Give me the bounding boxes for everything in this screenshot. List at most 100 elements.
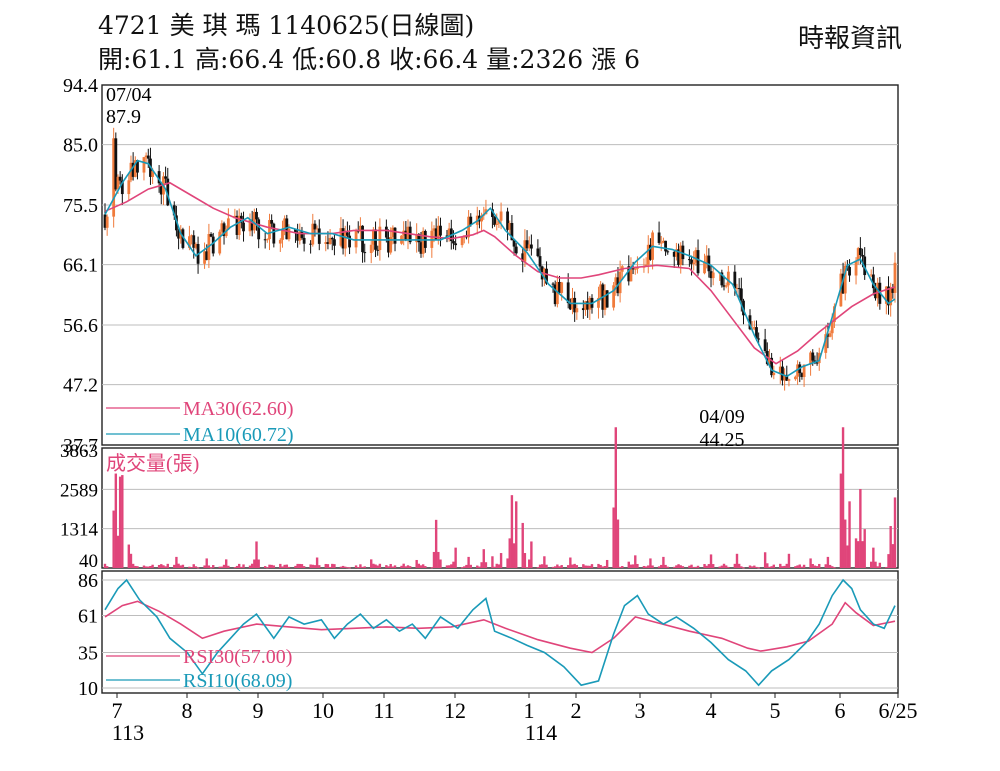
volume-bar — [575, 565, 579, 568]
price-tick-label: 85.0 — [63, 135, 98, 157]
volume-bar — [136, 566, 139, 568]
candle-body — [809, 352, 812, 365]
candle-body — [263, 239, 267, 241]
volume-bar — [121, 475, 124, 568]
rsi-tick-label: 10 — [78, 678, 98, 700]
volume-bar — [735, 553, 739, 568]
candle-body — [631, 268, 635, 270]
candle-body — [480, 215, 484, 222]
low-value-label: 44.25 — [700, 429, 745, 451]
volume-bar — [190, 567, 193, 569]
volume-bar — [281, 566, 284, 568]
volume-bar — [478, 566, 481, 568]
volume-bar — [406, 565, 410, 568]
candle-body — [687, 259, 691, 261]
volume-bar — [675, 565, 678, 568]
volume-bar — [753, 565, 756, 568]
volume-bar — [525, 567, 529, 569]
candle-body — [861, 254, 864, 257]
candle-body — [748, 315, 752, 330]
volume-bar — [404, 566, 408, 568]
volume-bar — [666, 566, 669, 568]
volume-bar — [566, 565, 570, 568]
candle-body — [255, 211, 258, 220]
candle-body — [348, 235, 351, 248]
volume-bar — [222, 564, 226, 568]
volume-bar — [720, 565, 724, 568]
x-month-label: 6/25 — [878, 698, 917, 723]
volume-bar — [651, 565, 654, 568]
candle-body — [330, 237, 334, 240]
candle-body — [313, 223, 317, 230]
volume-bar — [783, 565, 786, 568]
candle-body — [696, 250, 700, 274]
candle-body — [848, 266, 851, 276]
volume-bar — [179, 565, 182, 568]
volume-bar — [857, 541, 860, 568]
volume-bar — [387, 566, 390, 568]
volume-bar — [328, 566, 332, 568]
volume-bar — [144, 566, 148, 568]
candle-body — [739, 288, 743, 301]
candle-body — [146, 155, 150, 159]
candle-body — [889, 288, 893, 306]
volume-bar — [255, 541, 258, 568]
candle-body — [677, 249, 680, 265]
candle-body — [493, 217, 496, 225]
candle-body — [363, 252, 367, 254]
volume-bar — [709, 554, 713, 568]
candle-body — [646, 244, 650, 265]
candle-body — [672, 251, 676, 257]
candle-body — [614, 277, 618, 286]
candle-body — [300, 231, 304, 238]
volume-bar — [391, 566, 395, 568]
volume-bar — [331, 563, 334, 568]
volume-bar — [296, 563, 299, 568]
volume-bar — [694, 566, 698, 568]
candle-body — [856, 248, 860, 261]
low-date-label: 04/09 — [699, 406, 745, 428]
volume-bar — [815, 566, 819, 568]
volume-bar — [766, 563, 769, 568]
candle-body — [157, 171, 161, 184]
volume-bar — [597, 563, 600, 568]
candle-body — [737, 288, 741, 290]
volume-bar — [300, 564, 304, 568]
volume-bar — [266, 567, 269, 569]
volume-bar — [889, 526, 892, 568]
volume-bar — [205, 558, 208, 568]
volume-bar — [272, 565, 276, 568]
volume-bar — [112, 510, 115, 568]
candle-body — [553, 284, 557, 305]
volume-bar — [114, 473, 118, 568]
volume-bar — [326, 564, 330, 568]
volume-bar — [302, 566, 306, 568]
volume-bar — [846, 545, 849, 568]
volume-bar — [175, 556, 178, 568]
price-tick-label: 66.1 — [63, 255, 98, 277]
candle-body — [105, 216, 109, 228]
volume-bar — [196, 567, 200, 569]
volume-bar — [869, 561, 873, 568]
candle-body — [499, 211, 503, 221]
candle-body — [694, 250, 698, 263]
candle-body — [226, 218, 230, 230]
volume-bar — [551, 566, 555, 568]
volume-bar — [631, 564, 635, 568]
volume-bar — [510, 495, 514, 568]
volume-bar — [220, 566, 224, 568]
candle-body — [681, 245, 685, 260]
candle-body — [612, 285, 616, 308]
volume-bar — [558, 566, 561, 568]
candle-body — [341, 228, 345, 249]
volume-bar — [724, 565, 728, 568]
candle-body — [404, 230, 408, 240]
candle-body — [235, 215, 239, 235]
candle-body — [432, 228, 436, 231]
candle-body — [354, 230, 358, 248]
candle-body — [581, 308, 585, 311]
volume-bar — [553, 566, 557, 568]
volume-bar — [515, 501, 518, 568]
chart-title: 4721 美 琪 瑪 1140625(日線圖) — [98, 11, 475, 40]
volume-bar — [385, 565, 388, 568]
